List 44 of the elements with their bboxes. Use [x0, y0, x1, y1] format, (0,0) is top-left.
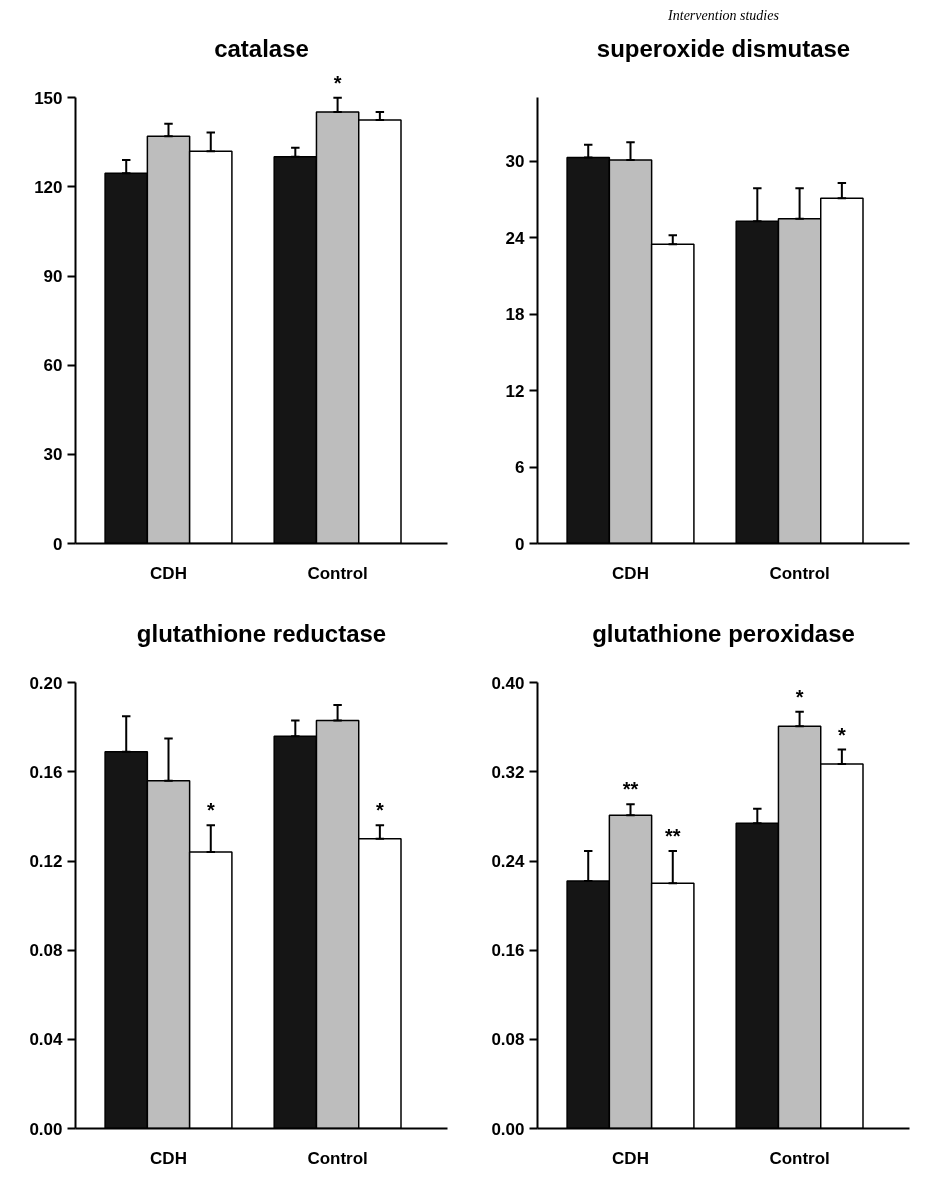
y-tick-label: 0.24 — [491, 852, 526, 872]
chart-title: catalase — [214, 34, 309, 62]
y-tick-label: 0.08 — [491, 1030, 525, 1050]
y-tick-label: 0.40 — [491, 673, 525, 693]
y-tick-label: 24 — [505, 228, 526, 248]
chart-title: superoxide dismutase — [596, 34, 851, 62]
y-tick-label: 0.20 — [29, 673, 63, 693]
y-tick-label: 12 — [505, 381, 525, 401]
x-tick-label: Control — [307, 563, 368, 583]
y-tick-label: 0 — [53, 534, 63, 554]
y-tick-label: 0.04 — [29, 1030, 64, 1050]
annotation: * — [795, 685, 804, 708]
annotation: ** — [622, 778, 639, 801]
y-tick-label: 0.00 — [491, 1119, 525, 1139]
y-tick-label: 0 — [515, 534, 525, 554]
y-tick-label: 90 — [43, 267, 63, 287]
chart-title: glutathione reductase — [136, 619, 387, 647]
y-tick-label: 0.16 — [491, 941, 525, 961]
y-tick-label: 6 — [515, 458, 525, 478]
y-tick-label: 18 — [505, 305, 525, 325]
y-tick-label: 0.16 — [29, 762, 63, 782]
annotation: * — [837, 723, 846, 746]
annotation: * — [375, 799, 384, 822]
y-tick-label: 150 — [34, 88, 63, 108]
annotation: * — [333, 71, 342, 94]
y-tick-label: 0.32 — [491, 762, 525, 782]
y-tick-label: 0.12 — [29, 852, 63, 872]
text: Intervention studies — [667, 7, 780, 23]
annotation: * — [206, 799, 215, 822]
x-tick-label: CDH — [150, 1148, 187, 1168]
x-tick-label: CDH — [150, 563, 187, 583]
x-tick-label: CDH — [612, 563, 649, 583]
y-tick-label: 120 — [34, 177, 63, 197]
y-tick-label: 60 — [43, 356, 63, 376]
x-tick-label: Control — [769, 563, 830, 583]
y-tick-label: 30 — [43, 445, 63, 465]
y-tick-label: 0.08 — [29, 941, 63, 961]
annotation: ** — [664, 824, 681, 847]
chart-title: glutathione peroxidase — [592, 619, 855, 647]
x-tick-label: Control — [307, 1148, 368, 1168]
y-tick-label: 30 — [505, 152, 525, 172]
y-tick-label: 0.00 — [29, 1119, 63, 1139]
x-tick-label: Control — [769, 1148, 830, 1168]
x-tick-label: CDH — [612, 1148, 649, 1168]
